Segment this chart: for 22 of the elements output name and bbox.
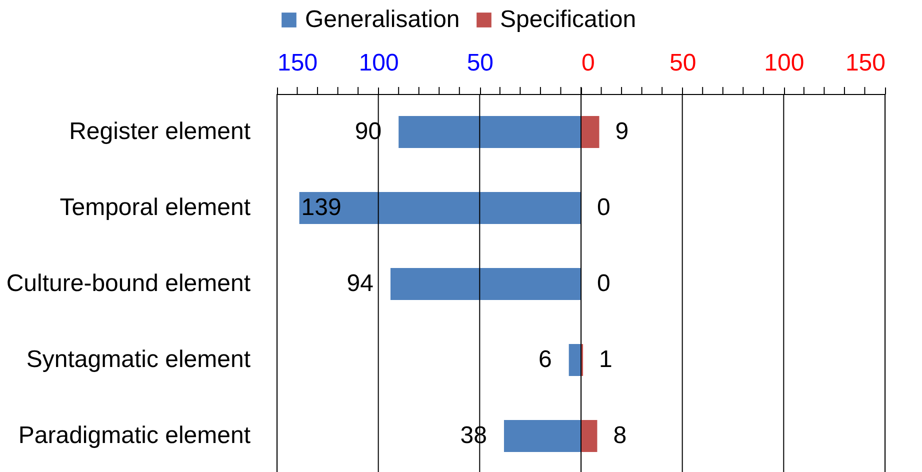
x-tick-label: 150 — [845, 50, 886, 76]
legend-label: Specification — [500, 6, 636, 33]
x-tick-label: 50 — [466, 50, 494, 76]
data-label: 0 — [597, 194, 610, 221]
data-label: 9 — [615, 118, 629, 145]
x-tick-label: 0 — [582, 50, 595, 76]
data-label: 0 — [597, 270, 610, 297]
data-label: 6 — [538, 346, 552, 373]
y-tick-label: Paradigmatic element — [18, 422, 251, 449]
y-tick-label: Temporal element — [60, 194, 251, 221]
data-label: 1 — [599, 346, 612, 373]
data-label: 139 — [301, 194, 342, 221]
data-label: 8 — [613, 422, 627, 449]
data-label: 94 — [346, 270, 374, 297]
x-tick-label: 100 — [358, 50, 399, 76]
x-tick-label: 150 — [278, 50, 318, 76]
x-tick-label: 100 — [764, 50, 804, 76]
y-tick-label: Syntagmatic element — [26, 346, 251, 373]
x-tick-label: 50 — [669, 50, 696, 76]
legend-label: Generalisation — [305, 6, 460, 33]
y-tick-label: Culture-bound element — [6, 270, 251, 297]
y-tick-label: Register element — [69, 118, 251, 145]
